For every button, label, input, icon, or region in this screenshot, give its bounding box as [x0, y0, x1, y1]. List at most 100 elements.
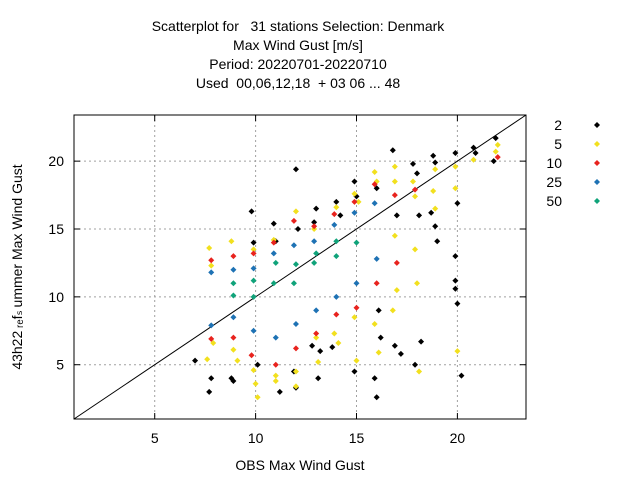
data-point [234, 357, 241, 364]
y-tick-label: 20 [48, 153, 64, 169]
data-point [373, 255, 380, 262]
data-point [250, 277, 257, 284]
data-point [351, 314, 358, 321]
data-point [208, 257, 215, 264]
series-10 [208, 154, 501, 368]
data-point [353, 357, 360, 364]
data-point [311, 223, 318, 230]
x-axis-label: OBS Max Wind Gust [235, 457, 364, 473]
data-point [270, 239, 277, 246]
data-point [452, 285, 459, 292]
data-point [250, 239, 257, 246]
data-point [416, 212, 423, 219]
data-point [331, 330, 338, 337]
data-point [337, 212, 344, 219]
data-point [371, 375, 378, 382]
x-tick-label: 10 [248, 430, 264, 446]
y-tick-label: 5 [56, 357, 64, 373]
data-point [311, 238, 318, 245]
data-point [230, 314, 237, 321]
data-point [192, 357, 199, 364]
y-tick-label: 10 [48, 289, 64, 305]
data-point [410, 160, 416, 167]
data-point [313, 205, 320, 212]
data-point [452, 163, 459, 170]
data-point [210, 340, 217, 346]
data-point [254, 394, 261, 401]
data-point [272, 372, 279, 379]
diagonal-line [73, 114, 527, 420]
data-point [228, 238, 235, 245]
data-point [313, 330, 320, 337]
title-line-1: Scatterplot for 31 stations Selection: D… [152, 18, 446, 34]
data-point [248, 352, 255, 359]
data-point [276, 388, 283, 395]
data-point [492, 135, 499, 142]
data-point [393, 212, 400, 219]
data-point [313, 334, 320, 341]
data-point [206, 245, 213, 251]
data-point [410, 178, 416, 185]
data-point [331, 221, 338, 228]
data-point [230, 280, 237, 287]
data-point [389, 307, 396, 314]
data-point [230, 334, 237, 341]
data-point [290, 280, 297, 287]
data-point [470, 156, 477, 163]
data-point [270, 250, 277, 257]
data-point [270, 280, 277, 287]
data-point [309, 342, 316, 349]
data-point [434, 238, 441, 245]
data-point [250, 327, 257, 334]
data-point [494, 141, 501, 148]
data-point [208, 375, 215, 382]
data-point [292, 368, 299, 375]
data-point [373, 394, 380, 401]
data-point [373, 185, 380, 192]
data-point [311, 259, 318, 266]
legend-marker [594, 122, 600, 128]
data-point [375, 307, 382, 314]
data-point [432, 166, 439, 173]
data-point [335, 340, 342, 346]
data-point [391, 232, 398, 239]
data-point [353, 239, 360, 246]
series-25 [208, 200, 380, 341]
data-point [412, 246, 419, 253]
data-point [250, 367, 257, 374]
data-point [208, 262, 215, 269]
data-point [452, 253, 459, 260]
data-point [292, 166, 299, 173]
data-point [371, 200, 378, 207]
data-point [252, 380, 259, 387]
data-point [290, 242, 297, 249]
legend-label: 50 [546, 193, 562, 209]
data-point [389, 147, 396, 154]
x-tick-label: 15 [349, 430, 365, 446]
data-point [292, 261, 299, 268]
data-point [375, 349, 382, 356]
data-point [351, 178, 358, 185]
data-point [315, 359, 322, 365]
data-point [351, 190, 358, 197]
data-point [250, 246, 257, 253]
data-point [432, 159, 439, 166]
data-point [351, 368, 358, 375]
data-point [377, 334, 384, 341]
data-point [470, 144, 477, 151]
title-line-4: Used 00,06,12,18 + 03 06 ... 48 [196, 75, 401, 91]
legend-marker [594, 141, 600, 147]
legend-label: 10 [546, 155, 562, 171]
legend-label: 25 [546, 174, 562, 190]
data-point [292, 208, 299, 215]
data-point [208, 322, 215, 329]
title-line-2: Max Wind Gust [m/s] [233, 37, 363, 53]
data-point [393, 259, 400, 266]
data-point [430, 152, 437, 159]
data-point [391, 342, 398, 349]
legend-label: 5 [554, 136, 562, 152]
x-tick-label: 5 [151, 430, 159, 446]
series-2 [192, 135, 499, 401]
data-point [391, 163, 398, 170]
